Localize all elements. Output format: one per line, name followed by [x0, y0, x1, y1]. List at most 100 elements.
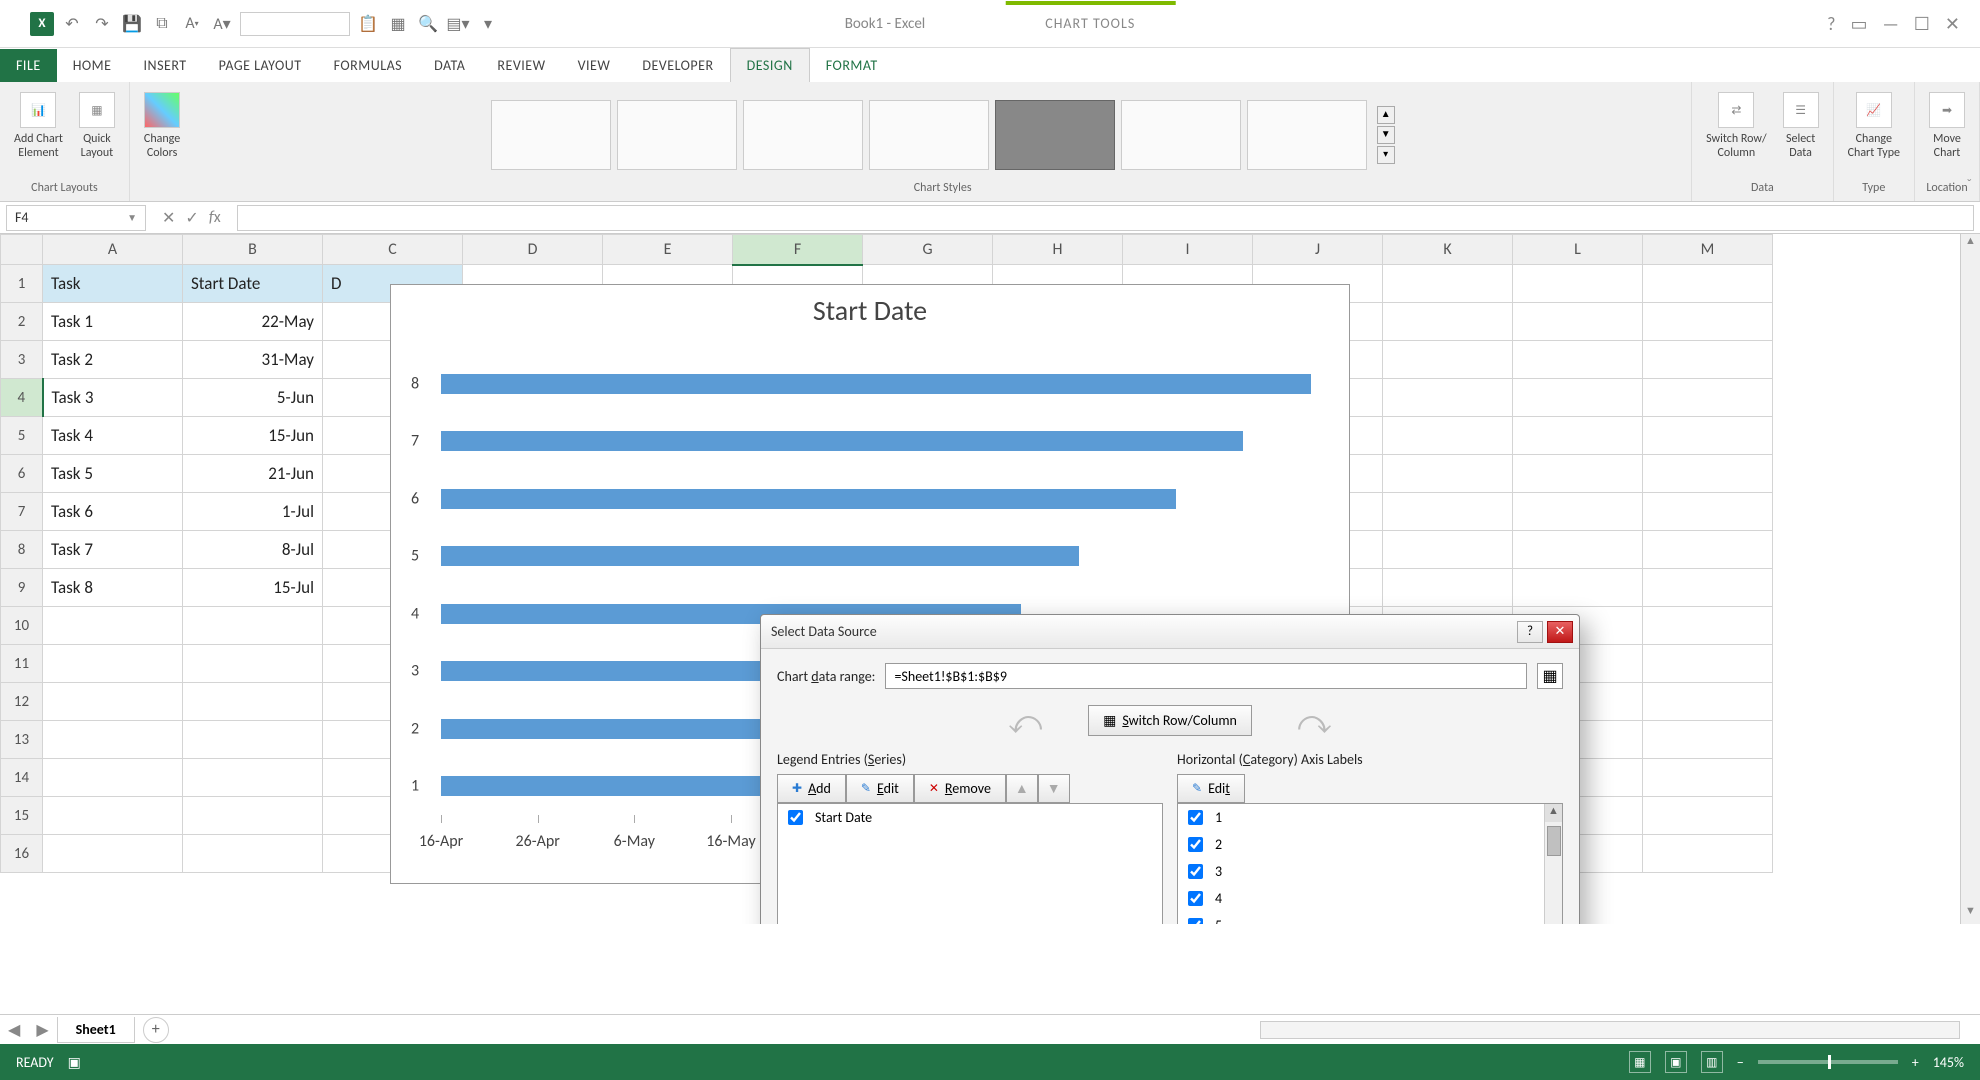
qat-combo[interactable]	[240, 12, 350, 36]
cell[interactable]	[1383, 265, 1513, 303]
cell[interactable]: 1-Jul	[183, 493, 323, 531]
cell[interactable]: Task 5	[43, 455, 183, 493]
cell[interactable]	[1643, 835, 1773, 873]
cell[interactable]	[1643, 417, 1773, 455]
filter-icon[interactable]: ▤▾	[446, 12, 470, 36]
cell[interactable]	[183, 607, 323, 645]
tab-insert[interactable]: INSERT	[128, 49, 203, 82]
row-header[interactable]: 10	[1, 607, 43, 645]
series-down-button[interactable]: ▼	[1038, 774, 1070, 803]
tab-home[interactable]: HOME	[57, 49, 128, 82]
cell[interactable]: 21-Jun	[183, 455, 323, 493]
page-break-view-icon[interactable]: ▥	[1701, 1051, 1723, 1073]
zoom-out-icon[interactable]: −	[1737, 1054, 1744, 1071]
cell[interactable]	[1643, 797, 1773, 835]
row-header[interactable]: 12	[1, 683, 43, 721]
row-header[interactable]: 14	[1, 759, 43, 797]
cell[interactable]	[1513, 303, 1643, 341]
gallery-down-icon[interactable]: ▼	[1377, 126, 1395, 144]
column-header[interactable]: M	[1643, 235, 1773, 265]
column-header[interactable]: D	[463, 235, 603, 265]
cell[interactable]: Start Date	[183, 265, 323, 303]
category-item[interactable]: 4	[1178, 885, 1562, 912]
cell[interactable]	[1513, 531, 1643, 569]
category-item[interactable]: 5	[1178, 912, 1562, 924]
cell[interactable]: Task 8	[43, 569, 183, 607]
vertical-scrollbar[interactable]: ▲ ▼	[1960, 234, 1980, 924]
zoom-level[interactable]: 145%	[1933, 1054, 1964, 1071]
new-sheet-button[interactable]: +	[143, 1017, 169, 1043]
column-header[interactable]: J	[1253, 235, 1383, 265]
chart-bar[interactable]	[441, 431, 1243, 451]
cell[interactable]	[43, 607, 183, 645]
column-header[interactable]: K	[1383, 235, 1513, 265]
cell[interactable]	[43, 645, 183, 683]
column-header[interactable]: F	[733, 235, 863, 265]
help-icon[interactable]: ?	[1827, 13, 1835, 35]
page-layout-view-icon[interactable]: ▣	[1665, 1051, 1687, 1073]
cell[interactable]	[1513, 379, 1643, 417]
cell[interactable]	[1513, 341, 1643, 379]
cell[interactable]: 31-May	[183, 341, 323, 379]
tab-format[interactable]: FORMAT	[810, 49, 894, 82]
style-thumb[interactable]	[1121, 100, 1241, 170]
tab-design[interactable]: DESIGN	[730, 48, 810, 82]
row-header[interactable]: 5	[1, 417, 43, 455]
cell[interactable]: 5-Jun	[183, 379, 323, 417]
row-header[interactable]: 8	[1, 531, 43, 569]
style-thumb[interactable]	[743, 100, 863, 170]
row-header[interactable]: 1	[1, 265, 43, 303]
style-thumb-selected[interactable]	[995, 100, 1115, 170]
cell[interactable]	[1643, 303, 1773, 341]
category-checkbox[interactable]	[1188, 891, 1203, 906]
cell[interactable]	[43, 759, 183, 797]
cell[interactable]	[1643, 455, 1773, 493]
dialog-close-icon[interactable]: ✕	[1547, 621, 1573, 643]
select-data-button[interactable]: ☰Select Data	[1779, 88, 1823, 164]
cell[interactable]: 15-Jul	[183, 569, 323, 607]
name-box[interactable]: F4▼	[6, 205, 146, 231]
column-header[interactable]: A	[43, 235, 183, 265]
move-chart-button[interactable]: ➡Move Chart	[1925, 88, 1969, 164]
tab-developer[interactable]: DEVELOPER	[626, 49, 729, 82]
row-header[interactable]: 9	[1, 569, 43, 607]
column-header[interactable]: C	[323, 235, 463, 265]
cell[interactable]	[183, 759, 323, 797]
horizontal-scrollbar[interactable]	[1260, 1021, 1960, 1039]
scroll-up-icon[interactable]: ▲	[1545, 804, 1562, 822]
tab-view[interactable]: VIEW	[562, 49, 627, 82]
cancel-fx-icon[interactable]: ✕	[162, 208, 175, 228]
tab-formulas[interactable]: FORMULAS	[318, 49, 419, 82]
font-a-icon[interactable]: A▾	[180, 12, 204, 36]
tab-page-layout[interactable]: PAGE LAYOUT	[203, 49, 318, 82]
minimize-icon[interactable]: —	[1882, 13, 1898, 35]
cell[interactable]	[1513, 493, 1643, 531]
cell[interactable]	[1643, 645, 1773, 683]
dialog-help-icon[interactable]: ?	[1517, 621, 1543, 643]
series-checkbox[interactable]	[788, 810, 803, 825]
cell[interactable]	[1383, 493, 1513, 531]
cell[interactable]	[1643, 569, 1773, 607]
cell[interactable]	[43, 835, 183, 873]
column-header[interactable]: L	[1513, 235, 1643, 265]
scroll-up-icon[interactable]: ▲	[1961, 234, 1980, 254]
cell[interactable]	[183, 721, 323, 759]
cell[interactable]	[183, 835, 323, 873]
series-remove-button[interactable]: ✕Remove	[914, 774, 1006, 803]
fx-icon[interactable]: fx	[209, 208, 221, 228]
series-add-button[interactable]: ✚Add	[777, 774, 846, 803]
quick-layout-button[interactable]: ▦Quick Layout	[75, 88, 119, 164]
sheet-tab[interactable]: Sheet1	[57, 1017, 135, 1043]
category-checkbox[interactable]	[1188, 810, 1203, 825]
cell[interactable]	[1643, 265, 1773, 303]
cell[interactable]	[1513, 455, 1643, 493]
cell[interactable]	[1643, 759, 1773, 797]
cell[interactable]: 15-Jun	[183, 417, 323, 455]
tab-review[interactable]: REVIEW	[481, 49, 561, 82]
enter-fx-icon[interactable]: ✓	[185, 208, 198, 228]
row-header[interactable]: 11	[1, 645, 43, 683]
chart-bar[interactable]	[441, 546, 1079, 566]
collapse-ribbon-icon[interactable]: ˇ	[1966, 176, 1972, 193]
cell[interactable]	[1383, 417, 1513, 455]
tab-nav-next-icon[interactable]: ▶	[28, 1020, 56, 1040]
